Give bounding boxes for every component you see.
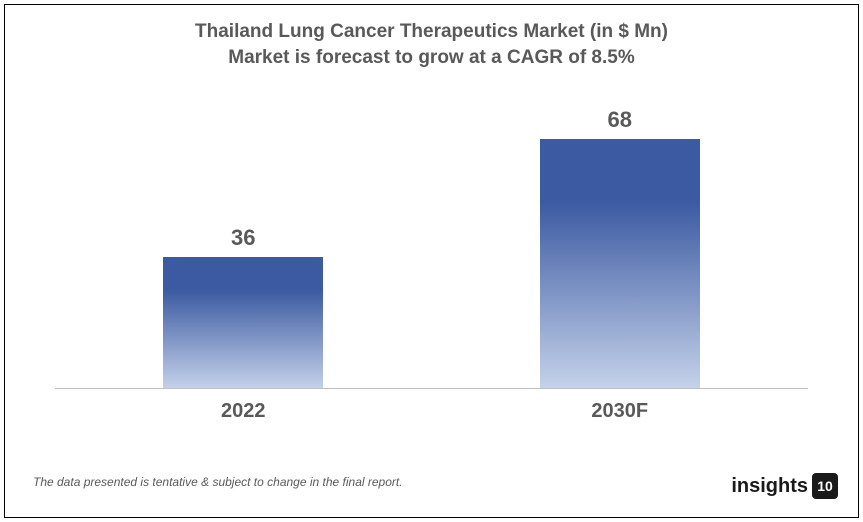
x-label-1: 2030F xyxy=(469,400,770,423)
footnote-text: The data presented is tentative & subjec… xyxy=(33,475,403,489)
chart-title-line2: Market is forecast to grow at a CAGR of … xyxy=(5,45,858,71)
chart-frame: Thailand Lung Cancer Therapeutics Market… xyxy=(4,4,859,518)
logo-box: 10 xyxy=(812,473,838,499)
bar-group-1: 68 xyxy=(469,107,770,389)
bar-value-1: 68 xyxy=(608,107,632,133)
x-label-0: 2022 xyxy=(93,400,394,423)
x-labels: 2022 2030F xyxy=(55,400,808,423)
bar-value-0: 36 xyxy=(231,225,255,251)
bar-0 xyxy=(163,257,323,389)
bar-group-0: 36 xyxy=(93,225,394,389)
chart-title-line1: Thailand Lung Cancer Therapeutics Market… xyxy=(5,19,858,45)
bar-1 xyxy=(540,139,700,389)
chart-title: Thailand Lung Cancer Therapeutics Market… xyxy=(5,5,858,70)
logo-text: insights xyxy=(731,475,808,498)
x-axis-line xyxy=(55,388,808,389)
chart-plot-area: 36 68 2022 2030F xyxy=(55,95,808,417)
brand-logo: insights 10 xyxy=(731,473,838,499)
bars-container: 36 68 xyxy=(55,95,808,389)
